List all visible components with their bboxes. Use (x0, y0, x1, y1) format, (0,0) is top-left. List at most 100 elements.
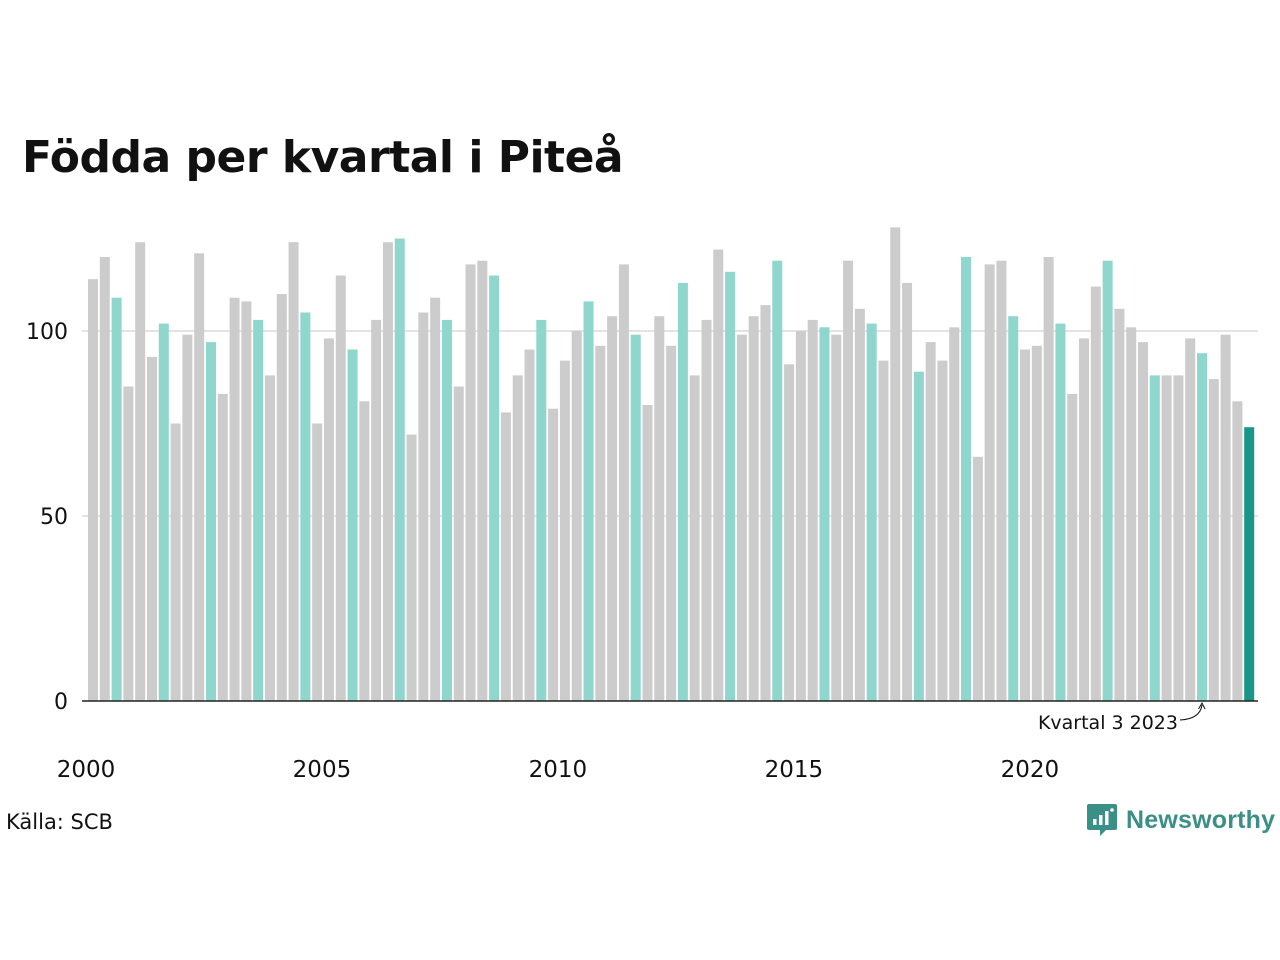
bar-2015-q3 (819, 327, 830, 701)
bar-2009-q4 (548, 408, 559, 701)
bar-2017-q1 (890, 227, 901, 701)
bar-2024-q2 (1232, 401, 1243, 701)
bar-2005-q2 (335, 275, 346, 701)
bar-2000-q1 (88, 279, 98, 701)
bar-2001-q2 (146, 356, 157, 701)
bar-2005-q1 (323, 338, 334, 701)
bar-2009-q1 (512, 375, 523, 701)
bar-2018-q2 (949, 327, 960, 701)
bar-2023-q2 (1185, 338, 1196, 701)
bar-2022-q1 (1126, 327, 1137, 701)
bars (88, 227, 1255, 702)
bar-2016-q2 (854, 308, 865, 701)
bar-2010-q1 (559, 360, 570, 701)
annotation-label: Kvartal 3 2023 (1038, 712, 1178, 734)
bar-2020-q1 (1031, 345, 1042, 701)
bar-2009-q3 (536, 319, 547, 701)
bar-2023-q3 (1197, 353, 1208, 701)
y-tick-label: 0 (54, 690, 68, 715)
bar-2016-q3 (866, 323, 877, 701)
source-note: Källa: SCB (6, 810, 113, 834)
bar-2021-q2 (1090, 286, 1101, 701)
x-tick-label: 2010 (529, 757, 588, 783)
bar-2019-q4 (1020, 349, 1031, 701)
bar-2019-q2 (996, 260, 1007, 701)
bar-2012-q4 (689, 375, 700, 701)
bar-2003-q4 (264, 375, 275, 701)
bar-2012-q1 (654, 316, 665, 701)
x-tick-label: 2015 (765, 757, 824, 783)
bar-2004-q4 (312, 423, 323, 701)
bar-2008-q3 (489, 275, 500, 701)
bar-2008-q1 (465, 264, 476, 701)
bar-2006-q4 (406, 434, 417, 701)
annotation-arrowhead (1198, 701, 1206, 710)
bar-2016-q4 (878, 360, 889, 701)
annotation-arrow (1179, 704, 1203, 721)
bar-2019-q3 (1008, 316, 1019, 701)
bar-2018-q1 (937, 360, 948, 701)
bar-2020-q4 (1067, 393, 1078, 701)
bar-2024-q3 (1244, 427, 1255, 701)
bar-2001-q4 (170, 423, 181, 701)
bar-2013-q2 (713, 249, 724, 701)
bar-2007-q4 (453, 386, 464, 701)
bar-2004-q3 (300, 312, 311, 701)
latest-annotation: Kvartal 3 2023 (1038, 701, 1206, 734)
bar-2014-q4 (784, 364, 795, 701)
bar-2023-q4 (1208, 379, 1219, 701)
bar-2014-q2 (760, 305, 771, 701)
bar-2011-q4 (642, 405, 653, 701)
bar-2000-q3 (111, 297, 122, 701)
bar-2020-q2 (1043, 257, 1054, 701)
bar-2010-q2 (571, 331, 582, 701)
bar-2009-q2 (524, 349, 535, 701)
chart-bubble-icon (1087, 804, 1117, 836)
bar-2015-q2 (807, 319, 818, 701)
bar-2012-q2 (666, 345, 677, 701)
bar-2007-q3 (441, 319, 452, 701)
bar-2006-q1 (371, 319, 382, 701)
y-tick-label: 100 (26, 320, 68, 345)
bar-2021-q4 (1114, 308, 1125, 701)
bar-2008-q2 (477, 260, 488, 701)
bar-2004-q2 (288, 242, 299, 701)
x-tick-label: 2005 (293, 757, 352, 783)
bar-2019-q1 (984, 264, 995, 701)
x-tick-label: 2000 (57, 757, 116, 783)
x-axis-ticks: 2000 2005 2010 2015 2020 (57, 757, 1059, 783)
brand-name: Newsworthy (1126, 805, 1276, 834)
bar-2005-q4 (359, 401, 370, 701)
bar-2023-q1 (1173, 375, 1184, 701)
bar-2006-q2 (382, 242, 393, 701)
bar-2013-q1 (701, 319, 712, 701)
chart-title: Födda per kvartal i Piteå (22, 132, 624, 183)
bar-2013-q3 (725, 271, 736, 701)
bar-2003-q3 (253, 319, 264, 701)
bar-2011-q3 (630, 334, 641, 701)
bar-2021-q3 (1102, 260, 1113, 701)
bar-2006-q3 (394, 238, 405, 701)
bar-2002-q1 (182, 334, 193, 701)
bar-2020-q3 (1055, 323, 1066, 701)
bar-2018-q3 (961, 257, 972, 701)
bar-2010-q4 (595, 345, 606, 701)
x-tick-label: 2020 (1001, 757, 1060, 783)
bar-2002-q2 (194, 253, 205, 702)
bar-2014-q3 (772, 260, 783, 701)
bar-2003-q1 (229, 297, 240, 701)
bar-2002-q4 (217, 393, 228, 701)
bar-2000-q2 (99, 257, 110, 701)
bar-2001-q1 (135, 242, 146, 701)
y-tick-label: 50 (40, 505, 68, 530)
bar-2022-q4 (1161, 375, 1172, 701)
bar-2015-q4 (831, 334, 842, 701)
bar-2015-q1 (795, 331, 806, 701)
bar-2014-q1 (748, 316, 759, 701)
bar-2024-q1 (1220, 334, 1231, 701)
y-axis-ticks: 0 50 100 (26, 320, 68, 715)
bar-2004-q1 (276, 294, 287, 701)
bar-2002-q3 (205, 342, 216, 701)
bar-2013-q4 (736, 334, 747, 701)
bar-2017-q4 (925, 342, 936, 701)
